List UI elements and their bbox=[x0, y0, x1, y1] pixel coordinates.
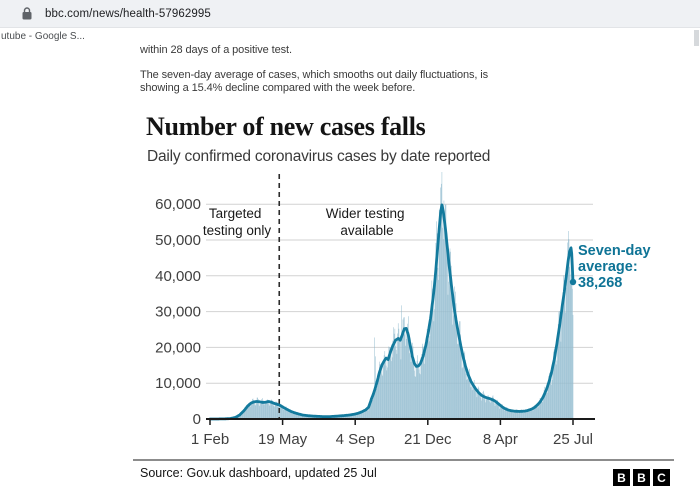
end-point-marker bbox=[569, 278, 577, 286]
y-axis-label: 20,000 bbox=[155, 339, 201, 356]
bbc-logo-block: C bbox=[653, 469, 670, 486]
x-axis-label: 4 Sep bbox=[336, 431, 375, 448]
avg-label-line: average: bbox=[578, 259, 638, 275]
avg-label-line: Seven-day bbox=[578, 243, 651, 259]
daily-bars bbox=[211, 171, 574, 419]
annotation-targeted-testing: Targeted testing only bbox=[203, 206, 272, 238]
scrollbar-thumb[interactable] bbox=[694, 30, 699, 46]
chart-graphics: 0 10,000 20,000 30,000 40,000 50,000 60,000 1 F… bbox=[155, 171, 595, 448]
y-axis-label: 40,000 bbox=[155, 268, 201, 285]
chart-source: Source: Gov.uk dashboard, updated 25 Jul bbox=[140, 466, 377, 480]
article-paragraph-1: within 28 days of a positive test. bbox=[140, 44, 292, 56]
article-paragraph-2-line1: The seven-day average of cases, which sm… bbox=[140, 69, 489, 81]
url-text[interactable]: bbc.com/news/health-57962995 bbox=[45, 7, 211, 20]
annotation-wider-testing: Wider testing available bbox=[326, 206, 409, 238]
seven-day-average-line bbox=[208, 203, 575, 421]
y-axis-label: 10,000 bbox=[155, 375, 201, 392]
x-axis-label: 25 Jul bbox=[553, 431, 593, 448]
annotation-line: testing only bbox=[203, 223, 272, 238]
x-axis-label: 8 Apr bbox=[483, 431, 518, 448]
annotation-line: available bbox=[340, 223, 393, 238]
browser-address-bar[interactable]: bbc.com/news/health-57962995 bbox=[0, 0, 700, 28]
footer-divider bbox=[133, 459, 674, 461]
bbc-logo: B B C bbox=[613, 469, 670, 486]
article-paragraph-2-line2: showing a 15.4% decline compared with th… bbox=[140, 82, 416, 94]
bookmark-item[interactable]: utube - Google S... bbox=[1, 31, 85, 42]
y-axis-label: 0 bbox=[193, 411, 201, 428]
x-axis-label: 21 Dec bbox=[404, 431, 452, 448]
annotation-line: Wider testing bbox=[326, 206, 405, 221]
y-axis-label: 60,000 bbox=[155, 196, 201, 213]
chart-subtitle: Daily confirmed coronavirus cases by dat… bbox=[147, 148, 491, 165]
x-axis-label: 1 Feb bbox=[191, 431, 229, 448]
lock-icon bbox=[22, 7, 32, 20]
seven-day-average-label: Seven-day average: 38,268 bbox=[578, 243, 655, 291]
y-axis-label: 50,000 bbox=[155, 232, 201, 249]
bbc-logo-block: B bbox=[613, 469, 630, 486]
chart-canvas: 0 10,000 20,000 30,000 40,000 50,000 60,000 1 F… bbox=[155, 171, 655, 448]
chart-title: Number of new cases falls bbox=[146, 112, 426, 141]
annotation-line: Targeted bbox=[209, 206, 262, 221]
x-axis-label: 19 May bbox=[258, 431, 308, 448]
bbc-logo-block: B bbox=[633, 469, 650, 486]
avg-label-line: 38,268 bbox=[578, 275, 622, 291]
y-axis-label: 30,000 bbox=[155, 304, 201, 321]
